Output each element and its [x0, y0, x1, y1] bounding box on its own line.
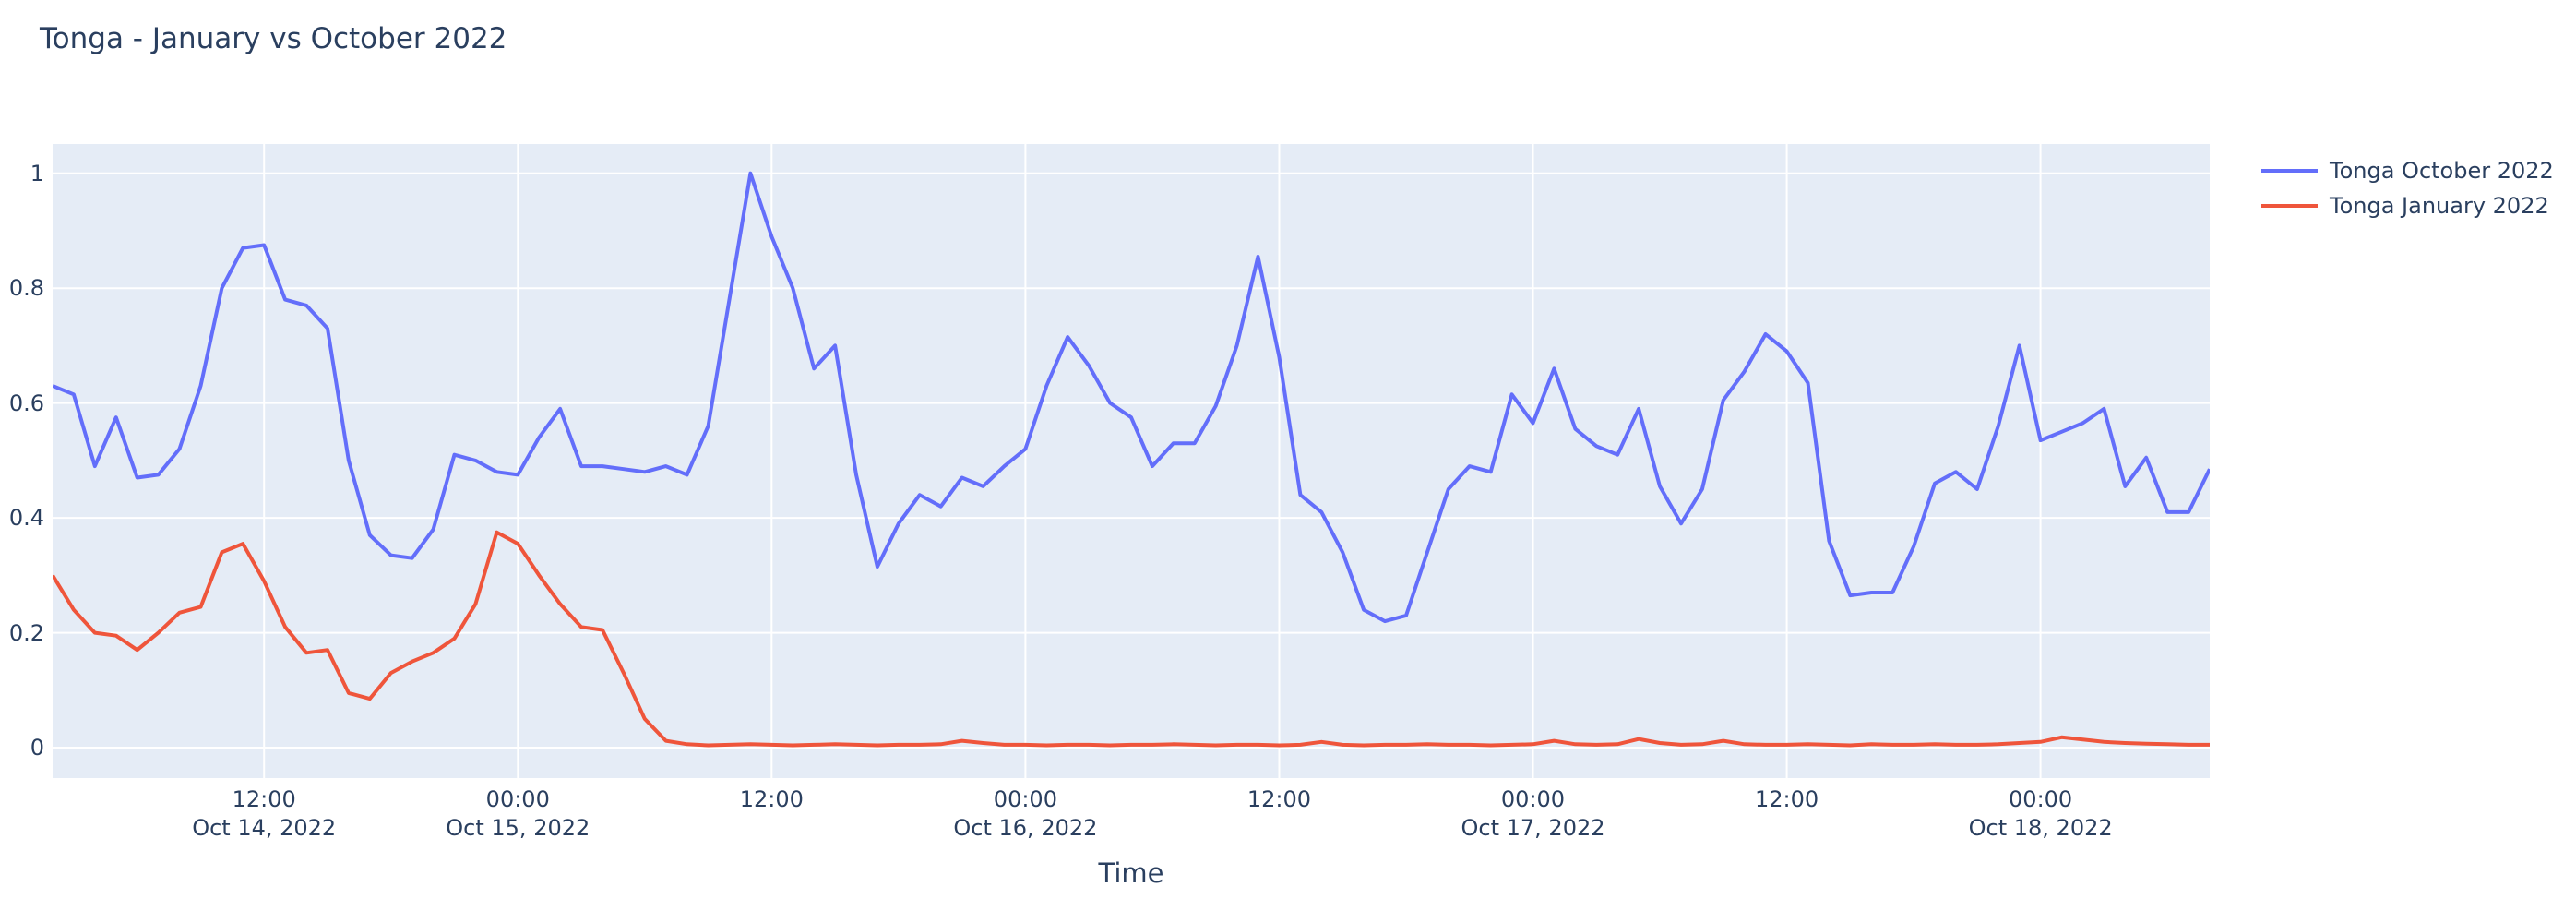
x-tick-label: 00:00 Oct 15, 2022	[446, 786, 590, 841]
chart-title: Tonga - January vs October 2022	[40, 22, 507, 55]
y-tick-label: 0.8	[8, 275, 44, 302]
gridlines	[53, 144, 2210, 778]
legend-label: Tonga October 2022	[2330, 158, 2554, 184]
x-axis-title: Time	[1098, 857, 1164, 889]
x-tick-label: 12:00	[739, 786, 804, 812]
x-tick-label: 12:00	[1246, 786, 1312, 812]
legend-item-tonga-october-2022[interactable]: Tonga October 2022	[2261, 153, 2554, 188]
series-line-tonga-october-2022[interactable]	[53, 171, 2210, 624]
legend-line-swatch	[2261, 204, 2318, 208]
legend: Tonga October 2022 Tonga January 2022	[2261, 153, 2554, 223]
y-tick-label: 0.6	[8, 390, 44, 416]
y-tick-label: 0.2	[8, 619, 44, 646]
legend-line-swatch	[2261, 169, 2318, 173]
series-line-tonga-january-2022[interactable]	[53, 530, 2210, 748]
plot-area[interactable]	[53, 144, 2210, 778]
legend-label: Tonga January 2022	[2330, 193, 2549, 219]
plot-canvas[interactable]	[53, 144, 2210, 778]
x-tick-label: 12:00	[1754, 786, 1819, 812]
x-tick-label: 00:00 Oct 17, 2022	[1461, 786, 1605, 841]
y-tick-label: 0	[30, 735, 44, 761]
x-tick-label: 00:00 Oct 18, 2022	[1968, 786, 2113, 841]
y-tick-label: 0.4	[8, 505, 44, 532]
legend-item-tonga-january-2022[interactable]: Tonga January 2022	[2261, 188, 2554, 223]
y-tick-label: 1	[30, 160, 44, 186]
x-tick-label: 12:00 Oct 14, 2022	[192, 786, 337, 841]
x-tick-label: 00:00 Oct 16, 2022	[953, 786, 1098, 841]
